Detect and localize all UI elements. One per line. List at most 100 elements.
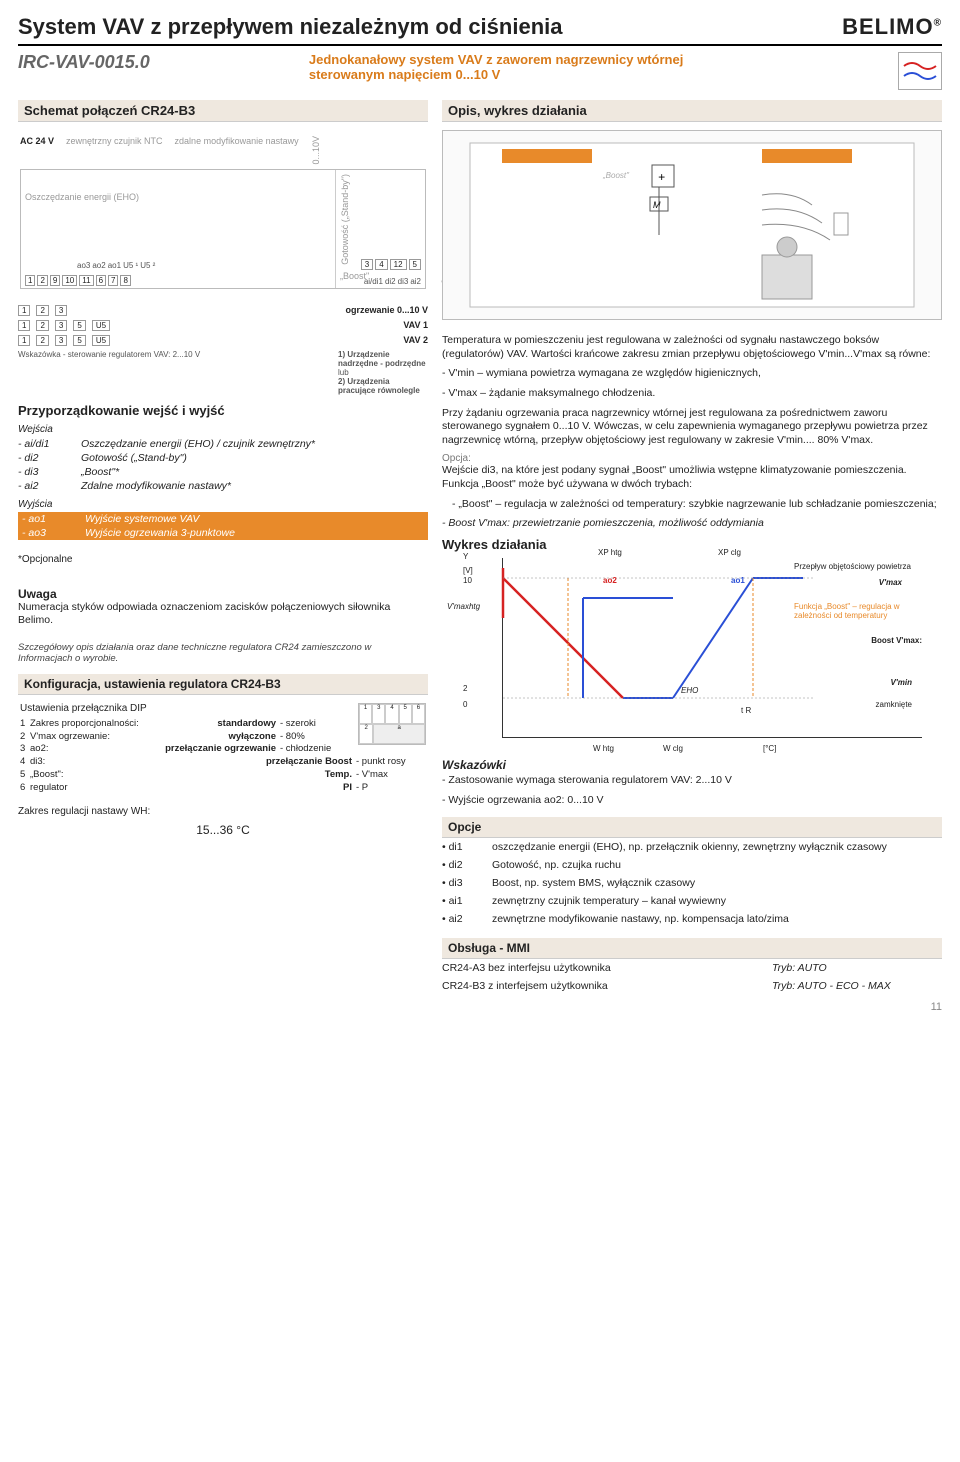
terminal: 7 (108, 275, 118, 286)
desc-bullet3: - „Boost" – regulacja w zależności od te… (442, 498, 942, 512)
x-axis-unit: [°C] (763, 744, 776, 753)
io-input-row: - di3„Boost"* (18, 465, 428, 479)
io-input-row: - di2Gotowość („Stand-by") (18, 451, 428, 465)
sub-label: VAV 2 (403, 335, 428, 345)
boost-vmax-label: Boost V'max: (871, 636, 922, 645)
section-header-right: Opis, wykres działania (442, 100, 942, 122)
mmi-l2b: Tryb: AUTO - ECO - MAX (772, 980, 942, 992)
page-title: System VAV z przepływem niezależnym od c… (18, 14, 562, 40)
dip-row: 3ao2:przełączanie ogrzewanie- chłodzenie (20, 743, 350, 756)
ao1-label: ao1 (731, 576, 745, 585)
desc-para2: Przy żądaniu ogrzewania praca nagrzewnic… (442, 407, 942, 448)
terminal: 1 (18, 305, 30, 316)
terminal-row-r1: 34125 (361, 259, 421, 270)
dip-row: 6regulatorPI- P (20, 782, 426, 795)
ao2-label: ao2 (603, 576, 617, 585)
sub-label: VAV 1 (403, 320, 428, 330)
dip-row: 2V'max ogrzewanie:wyłączone- 80% (20, 731, 350, 744)
y-tick-2: 2 (463, 684, 467, 693)
opcja-label: Opcja: (442, 453, 942, 464)
terminal: 12 (390, 259, 407, 270)
terminal: U5 (92, 335, 110, 346)
model-code: IRC-VAV-0015.0 (18, 52, 150, 73)
note1: 1) Urządzenie nadrzędne - podrzędne (338, 350, 428, 368)
config-pretext: Szczegółowy opis działania oraz dane tec… (18, 642, 428, 664)
mmi-l2a: CR24-B3 z interfejsem użytkownika (442, 980, 762, 992)
wiring-diagram: AC 24 V zewnętrzny czujnik NTC zdalne mo… (18, 130, 428, 295)
range-label: Zakres regulacji nastawy WH: (18, 806, 150, 817)
flow-label: Przepływ objętościowy powietrza (794, 562, 924, 571)
mmi-l1b: Tryb: AUTO (772, 962, 942, 974)
subhead-row: IRC-VAV-0015.0 Jednokanałowy system VAV … (18, 52, 942, 90)
vmin-label: V'min (891, 678, 912, 687)
hints-l1: - Zastosowanie wymaga sterowania regulat… (442, 774, 942, 788)
page-number: 11 (18, 1001, 942, 1013)
terminal: 2 (36, 335, 48, 346)
vmax-htg-label: V'maxhtg (447, 602, 480, 611)
dip-switch-icon: 13456 2a (358, 703, 426, 745)
range-value: 15...36 °C (18, 823, 428, 837)
ac-label: AC 24 V (20, 136, 54, 165)
y-tick-10: 10 (463, 576, 472, 585)
terminal: 1 (25, 275, 35, 286)
sub-label: ogrzewanie 0...10 V (345, 305, 428, 315)
io-input-row: - ai2Zdalne modyfikowanie nastawy* (18, 479, 428, 493)
options-list: • di1oszczędzanie energii (EHO), np. prz… (442, 838, 942, 928)
desc-para3: Wejście di3, na które jest podany sygnał… (442, 464, 942, 491)
closed-label: zamknięte (876, 700, 912, 709)
sub-diagrams: 123ogrzewanie 0...10 V1235U5VAV 11235U5V… (18, 305, 428, 395)
terminal: 4 (375, 259, 387, 270)
terminal: 6 (96, 275, 106, 286)
remote-setpoint-label: zdalne modyfikowanie nastawy (175, 136, 299, 165)
hints-l2: - Wyjście ogrzewania ao2: 0...10 V (442, 794, 942, 808)
title-row: System VAV z przepływem niezależnym od c… (18, 14, 942, 46)
terminal-label: U5 ¹ (123, 261, 138, 270)
option-row: • ai1zewnętrzny czujnik temperatury – ka… (442, 892, 942, 910)
terminal-labels-top: ao3ao2ao1U5 ¹U5 ² (77, 261, 155, 270)
terminal: 1 (18, 320, 30, 331)
mmi-row-1: CR24-A3 bez interfejsu użytkownika Tryb:… (442, 959, 942, 977)
option-row: • di2Gotowość, np. czujka ruchu (442, 856, 942, 874)
note-or: lub (338, 368, 428, 377)
room-scene-diagram: + M „Boost" (442, 130, 942, 320)
dip-row: 4di3:przełączanie Boost- punkt rosy (20, 756, 426, 769)
terminal-label: ai2 (410, 277, 421, 286)
svg-text:+: + (658, 170, 665, 184)
inputs-heading: Wejścia (18, 424, 428, 435)
io-input-row: - ai/di1Oszczędzanie energii (EHO) / czu… (18, 437, 428, 451)
terminal-label: ao1 (108, 261, 121, 270)
terminal-row-1: 1291011678 (25, 275, 131, 286)
y-axis-label: Y (463, 552, 468, 561)
terminal: 8 (120, 275, 130, 286)
section-header-left: Schemat połączeń CR24-B3 (18, 100, 428, 122)
voltage-label: 0...10V (311, 136, 321, 165)
terminal: 2 (36, 320, 48, 331)
terminal: 2 (36, 305, 48, 316)
schematic-title: Schemat połączeń CR24-B3 (24, 103, 195, 118)
hints-title: Wskazówki (442, 758, 942, 772)
terminal-label: di3 (398, 277, 409, 286)
terminal: 3 (55, 320, 67, 331)
terminal: 1 (18, 335, 30, 346)
operation-chart: Y [V] 10 2 0 V'maxhtg ao2 ao1 XP htg XP … (502, 558, 922, 738)
terminal: 3 (55, 305, 67, 316)
terminal: 11 (79, 275, 93, 286)
io-output-row: - ao1Wyjście systemowe VAV (18, 512, 428, 526)
ext-sensor-label: zewnętrzny czujnik NTC (66, 136, 163, 165)
subtitle: Jednokanałowy system VAV z zaworem nagrz… (309, 52, 739, 82)
terminal: U5 (92, 320, 110, 331)
uwaga-title: Uwaga (18, 587, 428, 601)
terminal-label: ao2 (92, 261, 105, 270)
eho-label: Oszczędzanie energii (EHO) (25, 192, 331, 202)
config-header: Konfiguracja, ustawienia regulatora CR24… (18, 674, 428, 695)
tr-label: t R (741, 706, 751, 715)
desc-bullet4: - Boost V'max: przewietrzanie pomieszcze… (442, 517, 942, 531)
mmi-row-2: CR24-B3 z interfejsem użytkownika Tryb: … (442, 977, 942, 995)
terminal-label: U5 ² (140, 261, 155, 270)
brand-logo: BELIMO® (842, 14, 942, 40)
dip-row: 1Zakres proporcjonalności:standardowy- s… (20, 718, 350, 731)
terminal: 5 (73, 320, 85, 331)
air-icon (898, 52, 942, 90)
mmi-header: Obsługa - MMI (442, 938, 942, 959)
terminal: 2 (37, 275, 47, 286)
